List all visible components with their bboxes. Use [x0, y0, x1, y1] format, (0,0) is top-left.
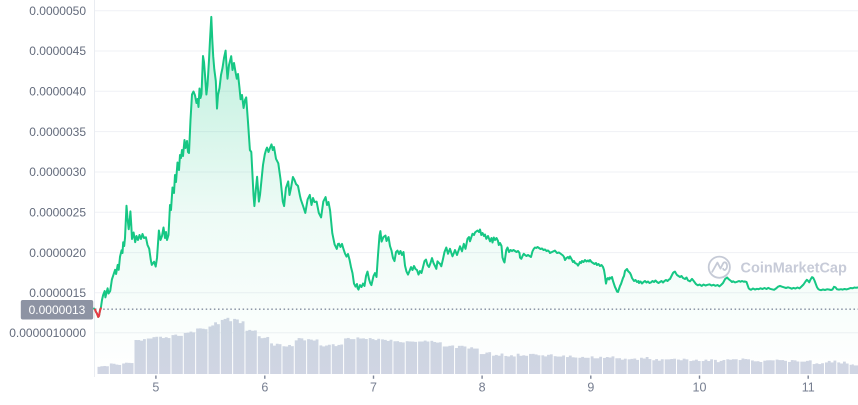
- svg-text:7: 7: [370, 381, 377, 395]
- svg-text:0.0000040: 0.0000040: [29, 85, 86, 99]
- svg-text:0.0000030: 0.0000030: [29, 165, 86, 179]
- svg-text:9: 9: [587, 381, 594, 395]
- svg-text:11: 11: [802, 381, 815, 395]
- svg-text:0.0000035: 0.0000035: [29, 125, 86, 139]
- svg-text:0.0000010000: 0.0000010000: [9, 326, 86, 340]
- svg-text:0.0000013: 0.0000013: [29, 303, 86, 317]
- svg-text:0.0000015: 0.0000015: [29, 286, 86, 300]
- svg-text:0.0000020: 0.0000020: [29, 246, 86, 260]
- svg-text:6: 6: [261, 381, 268, 395]
- svg-text:0.0000045: 0.0000045: [29, 44, 86, 58]
- svg-text:8: 8: [479, 381, 486, 395]
- svg-text:5: 5: [152, 381, 159, 395]
- svg-text:0.0000050: 0.0000050: [29, 4, 86, 18]
- svg-text:0.0000025: 0.0000025: [29, 206, 86, 220]
- svg-text:10: 10: [693, 381, 707, 395]
- svg-text:CoinMarketCap: CoinMarketCap: [741, 261, 847, 277]
